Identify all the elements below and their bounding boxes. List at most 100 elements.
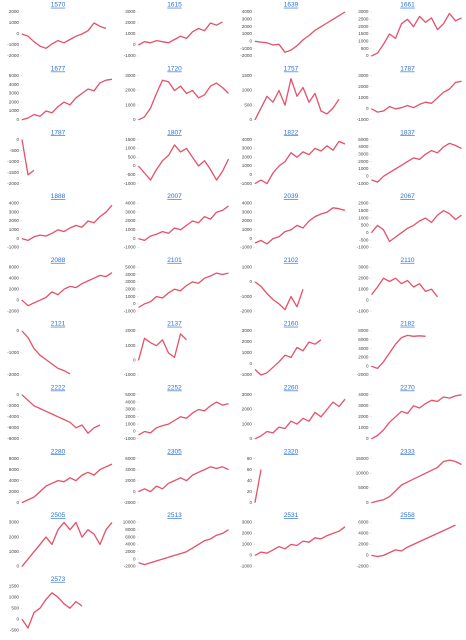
y-tick-label: 0 <box>133 556 136 561</box>
chart-title[interactable]: 2137 <box>167 321 182 328</box>
chart-title[interactable]: 1720 <box>167 66 182 73</box>
y-tick-label: 1000 <box>9 20 20 25</box>
chart-title[interactable]: 1888 <box>51 193 66 200</box>
chart-title[interactable]: 2558 <box>400 512 415 519</box>
chart-title[interactable]: 2182 <box>400 321 415 328</box>
chart-title[interactable]: 2531 <box>284 512 299 519</box>
y-tick-label: 3000 <box>125 209 136 214</box>
chart-title[interactable]: 2007 <box>167 193 182 200</box>
chart-title[interactable]: 2260 <box>284 385 299 392</box>
chart-title[interactable]: 1677 <box>51 66 66 73</box>
chart-title[interactable]: 2222 <box>51 385 66 392</box>
y-tick-label: 3000 <box>358 9 369 14</box>
line <box>254 78 340 121</box>
chart-title[interactable]: 2573 <box>51 576 66 583</box>
line <box>138 272 229 309</box>
y-tick-label: -1000 <box>240 181 252 186</box>
y-tick-label: 1500 <box>242 73 253 78</box>
y-tick-label: 1000 <box>358 95 369 100</box>
y-tick-label: 2000 <box>125 218 136 223</box>
line <box>138 529 229 566</box>
y-tick-label: 3000 <box>9 91 20 96</box>
chart-title[interactable]: 2160 <box>284 321 299 328</box>
y-tick-label: 2000 <box>242 218 253 223</box>
chart-title[interactable]: 2305 <box>167 448 182 455</box>
y-tick-label: 8000 <box>358 328 369 333</box>
y-tick-label: 0 <box>366 500 369 505</box>
chart-title[interactable]: 2102 <box>284 257 299 264</box>
y-tick-label: 2000 <box>125 328 136 333</box>
chart-title[interactable]: 2121 <box>51 321 66 328</box>
chart-title[interactable]: 2513 <box>167 512 182 519</box>
y-tick-label: 3000 <box>358 403 369 408</box>
y-tick-label: 2000 <box>9 534 20 539</box>
y-tick-label: -2000 <box>240 53 252 58</box>
y-tick-label: 500 <box>244 102 252 107</box>
y-tick-label: 1000 <box>242 350 253 355</box>
y-tick-label: -500 <box>10 148 20 153</box>
y-tick-label: -1000 <box>124 53 136 58</box>
line <box>21 394 101 434</box>
chart-title[interactable]: 2280 <box>51 448 66 455</box>
y-tick-label: 2000 <box>358 201 369 206</box>
y-tick-label: 6000 <box>358 337 369 342</box>
y-tick-label: 2000 <box>358 84 369 89</box>
chart-title[interactable]: 2320 <box>284 448 299 455</box>
y-tick-label: -1000 <box>357 117 369 122</box>
chart-title[interactable]: 2333 <box>400 448 415 455</box>
y-tick-label: -1000 <box>124 245 136 250</box>
y-tick-label: 0 <box>249 500 252 505</box>
y-tick-label: 5000 <box>125 264 136 269</box>
chart-title[interactable]: 1837 <box>400 129 415 136</box>
line <box>254 207 346 245</box>
chart-title[interactable]: 2067 <box>400 193 415 200</box>
y-tick-label: -8000 <box>7 436 19 441</box>
y-tick-label: -4000 <box>7 414 19 419</box>
y-tick-label: 1000 <box>125 421 136 426</box>
chart-title[interactable]: 2101 <box>167 257 182 264</box>
y-tick-label: -500 <box>359 237 369 242</box>
line <box>254 11 346 53</box>
y-tick-label: 15000 <box>356 456 369 461</box>
chart-title[interactable]: 1615 <box>167 2 182 9</box>
chart-title[interactable]: 2252 <box>167 385 182 392</box>
y-tick-label: 10000 <box>123 520 136 525</box>
y-tick-label: 5000 <box>358 485 369 490</box>
y-tick-label: 0 <box>249 117 252 122</box>
chart-title[interactable]: 1757 <box>284 66 299 73</box>
y-tick-label: 2000 <box>242 407 253 412</box>
line <box>254 526 346 556</box>
y-tick-label: -2000 <box>124 564 136 569</box>
y-tick-label: 0 <box>366 106 369 111</box>
y-tick-label: 4000 <box>9 275 20 280</box>
chart-title[interactable]: 1661 <box>400 2 415 9</box>
y-tick-label: 0 <box>133 42 136 47</box>
line <box>371 524 456 558</box>
chart-title[interactable]: 1787 <box>51 129 66 136</box>
chart-title[interactable]: 2088 <box>51 257 66 264</box>
chart-title[interactable]: 1787 <box>400 66 415 73</box>
y-tick-label: 4000 <box>9 82 20 87</box>
chart-title[interactable]: 1807 <box>167 129 182 136</box>
y-tick-label: 3000 <box>358 73 369 78</box>
y-tick-label: 2000 <box>125 88 136 93</box>
chart-title[interactable]: 2110 <box>401 257 415 264</box>
y-tick-label: 2000 <box>9 489 20 494</box>
chart-title[interactable]: 1822 <box>284 129 299 136</box>
chart-title[interactable]: 2270 <box>400 385 415 392</box>
y-tick-label: 0 <box>249 436 252 441</box>
chart-title[interactable]: 1570 <box>51 2 66 9</box>
y-tick-label: 3000 <box>125 279 136 284</box>
chart-title[interactable]: 2505 <box>51 512 66 519</box>
chart-title[interactable]: 2039 <box>284 193 299 200</box>
chart-title[interactable]: 1639 <box>284 2 299 9</box>
y-tick-label: 0 <box>249 361 252 366</box>
y-tick-label: 1000 <box>125 343 136 348</box>
y-tick-label: 2000 <box>9 218 20 223</box>
y-tick-label: -1500 <box>7 170 19 175</box>
y-tick-label: 1000 <box>242 31 253 36</box>
y-tick-label: 1000 <box>242 88 253 93</box>
y-tick-label: -2000 <box>7 372 19 377</box>
y-tick-label: -1000 <box>7 159 19 164</box>
